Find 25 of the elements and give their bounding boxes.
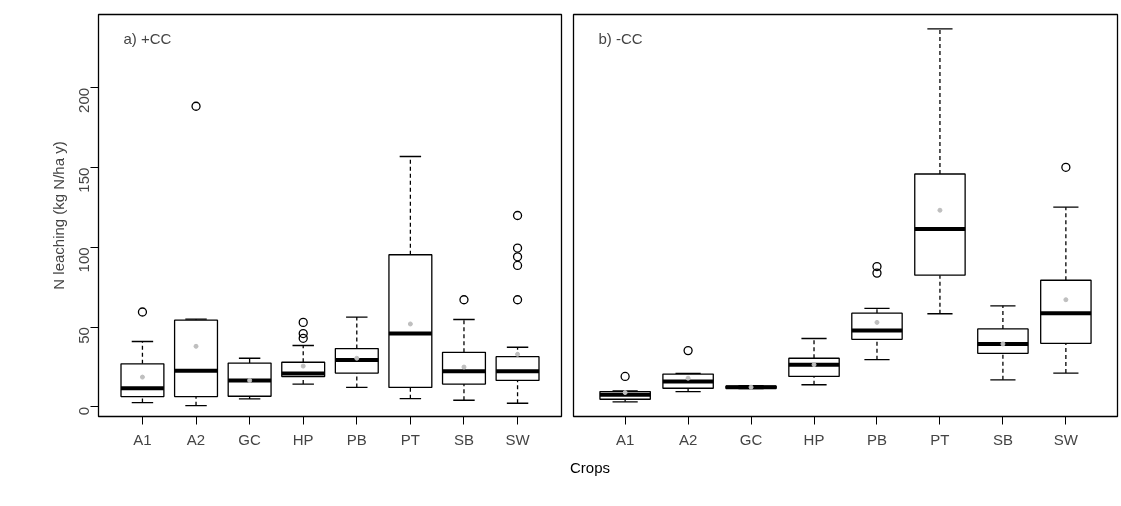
x-tick-label: PT <box>930 430 950 448</box>
x-tick-label: GC <box>238 430 262 448</box>
x-tick-label: SB <box>992 430 1013 448</box>
x-tick-label: GC <box>739 430 763 448</box>
y-tick-label: 150 <box>75 167 93 193</box>
x-tick-label: SB <box>453 430 474 448</box>
x-tick-label: HP <box>292 430 314 448</box>
annotation: b) -CC <box>598 29 643 47</box>
y-tick-label: 50 <box>75 327 93 344</box>
y-tick-label: 0 <box>75 406 93 416</box>
x-tick-label: PT <box>400 430 420 448</box>
x-tick-label: SW <box>1053 430 1079 448</box>
x-axis-title: Crops <box>569 458 610 478</box>
x-tick-label: A2 <box>186 430 206 448</box>
y-tick-label: 200 <box>75 87 93 113</box>
x-tick-label: A1 <box>133 430 152 448</box>
annotation: a) +CC <box>123 29 172 47</box>
y-tick-label: 100 <box>75 247 93 273</box>
x-tick-label: PB <box>346 430 367 448</box>
y-axis-title: N leaching (kg N/ha y) <box>49 141 67 290</box>
x-tick-label: HP <box>803 430 825 448</box>
x-tick-label: A1 <box>615 430 635 448</box>
x-tick-label: PB <box>866 430 887 448</box>
x-tick-label: A2 <box>678 430 698 448</box>
x-tick-label: SW <box>505 430 531 448</box>
